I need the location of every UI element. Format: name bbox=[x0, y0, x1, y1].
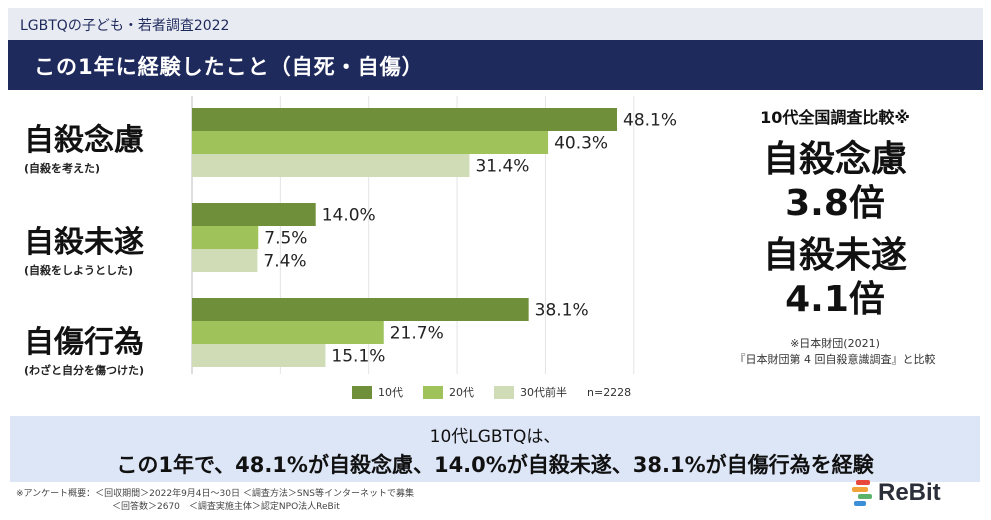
category-sub-label: (自殺を考えた) bbox=[24, 162, 101, 175]
slide-title-band: この1年に経験したこと（自死・自傷） bbox=[8, 40, 983, 90]
bar-value-label: 7.5% bbox=[264, 229, 307, 249]
legend-item-20s: 20代 bbox=[423, 384, 474, 400]
legend-swatch bbox=[494, 385, 514, 399]
legend-label: 30代前半 bbox=[520, 386, 567, 399]
survey-footnote: ※アンケート概要：＜回収期間＞2022年9月4日〜30日 ＜調査方法＞SNS等イ… bbox=[16, 488, 414, 514]
survey-title: LGBTQの子ども・若者調査2022 bbox=[20, 18, 230, 34]
bar-value-label: 21.7% bbox=[390, 324, 444, 344]
category-main-label: 自傷行為 bbox=[24, 325, 144, 360]
bar-1-1 bbox=[192, 226, 259, 249]
bar-1-2 bbox=[192, 249, 258, 272]
comparison-item-ideation: 自殺念慮 bbox=[762, 139, 907, 180]
category-main-label: 自殺未遂 bbox=[24, 225, 144, 260]
footnote-line2: ＜回答数＞2670 ＜調査実施主体＞認定NPO法人ReBit bbox=[112, 502, 340, 512]
legend-label: 20代 bbox=[449, 386, 474, 399]
category-label-attempt: 自殺未遂 (自殺をしようとした) bbox=[24, 226, 144, 278]
legend-swatch bbox=[352, 385, 372, 399]
category-sub-label: (自殺をしようとした) bbox=[24, 264, 134, 277]
bar-0-2 bbox=[192, 154, 470, 177]
bar-2-2 bbox=[192, 344, 326, 367]
summary-line2: この1年で、48.1%が自殺念慮、14.0%が自殺未遂、38.1%が自傷行為を経… bbox=[116, 453, 874, 477]
comparison-value-attempt: 4.1倍 bbox=[785, 279, 885, 320]
bar-value-label: 14.0% bbox=[322, 206, 376, 226]
category-label-selfharm: 自傷行為 (わざと自分を傷つけた) bbox=[24, 326, 144, 378]
bar-2-1 bbox=[192, 321, 384, 344]
comparison-item-attempt: 自殺未遂 bbox=[762, 235, 907, 276]
legend-swatch bbox=[423, 385, 443, 399]
bar-chart: 48.1% 14.0% 38.1% 40.3% 7.5% 21.7% 31.4% 7.4% 15… bbox=[191, 96, 677, 374]
legend-item-10s: 10代 bbox=[352, 384, 403, 400]
comparison-value-ideation: 3.8倍 bbox=[785, 183, 885, 224]
legend-item-30s: 30代前半 bbox=[494, 384, 567, 400]
bar-value-label: 31.4% bbox=[475, 157, 529, 177]
comparison-source-line2: 『日本財団第 4 回自殺意識調査』と比較 bbox=[734, 353, 936, 366]
bar-value-label: 48.1% bbox=[623, 111, 677, 131]
bar-value-label: 7.4% bbox=[263, 252, 306, 272]
comparison-source-line1: ※日本財団(2021) bbox=[790, 337, 880, 350]
comparison-heading: 10代全国調査比較※ bbox=[760, 108, 910, 127]
rebit-logo-mark bbox=[852, 478, 874, 508]
bar-value-label: 15.1% bbox=[331, 347, 385, 367]
rebit-logo-text: ReBit bbox=[878, 479, 941, 506]
summary-line1: 10代LGBTQは、 bbox=[429, 427, 561, 447]
footnote-line1: ※アンケート概要：＜回収期間＞2022年9月4日〜30日 ＜調査方法＞SNS等イ… bbox=[16, 489, 415, 499]
bar-2-0 bbox=[192, 298, 529, 321]
bar-0-1 bbox=[192, 131, 549, 154]
bar-value-label: 38.1% bbox=[535, 301, 589, 321]
bar-1-0 bbox=[192, 203, 316, 226]
chart-legend: 10代 20代 30代前半 n=2228 bbox=[352, 384, 631, 400]
category-label-ideation: 自殺念慮 (自殺を考えた) bbox=[24, 124, 144, 176]
bar-value-label: 40.3% bbox=[554, 134, 608, 154]
bar-0-0 bbox=[192, 108, 617, 131]
category-main-label: 自殺念慮 bbox=[24, 123, 144, 158]
slide-title: この1年に経験したこと（自死・自傷） bbox=[34, 55, 424, 79]
category-sub-label: (わざと自分を傷つけた) bbox=[24, 364, 145, 377]
sample-size-note: n=2228 bbox=[587, 385, 632, 399]
survey-title-band: LGBTQの子ども・若者調査2022 bbox=[8, 8, 983, 40]
national-comparison-panel: 10代全国調査比較※ 自殺念慮 3.8倍 自殺未遂 4.1倍 ※日本財団(202… bbox=[700, 104, 970, 368]
rebit-logo: ReBit bbox=[852, 478, 941, 508]
summary-box: 10代LGBTQは、 この1年で、48.1%が自殺念慮、14.0%が自殺未遂、3… bbox=[10, 416, 980, 482]
legend-label: 10代 bbox=[378, 386, 403, 399]
